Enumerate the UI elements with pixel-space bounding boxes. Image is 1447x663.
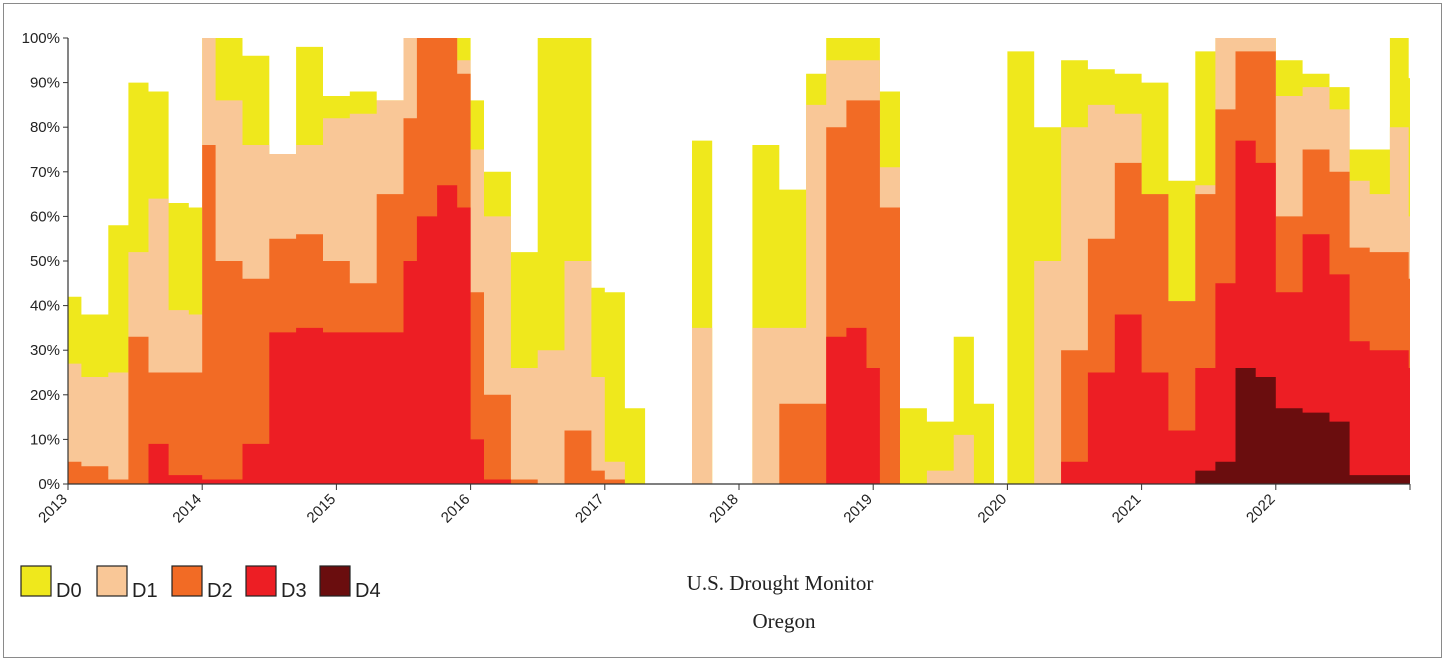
y-tick-label: 60% xyxy=(30,208,60,225)
x-tick-label: 2017 xyxy=(572,491,608,527)
legend-item-d1: D1 xyxy=(96,565,158,602)
y-tick-label: 0% xyxy=(38,476,60,493)
x-tick-label: 2013 xyxy=(35,491,71,527)
legend-item-d0: D0 xyxy=(20,565,82,602)
legend-item-d2: D2 xyxy=(171,565,233,602)
legend-item-d4: D4 xyxy=(319,565,381,602)
legend: D0 D1 D2 D3 D4 xyxy=(20,565,381,602)
x-tick-label: 2019 xyxy=(840,491,876,527)
y-tick-label: 10% xyxy=(30,431,60,448)
y-tick-label: 100% xyxy=(22,30,60,47)
x-tick-label: 2016 xyxy=(438,491,474,527)
chart-title: U.S. Drought Monitor xyxy=(687,571,874,595)
x-tick-label: 2020 xyxy=(975,491,1011,527)
y-tick-label: 40% xyxy=(30,298,60,315)
area-d4 xyxy=(68,368,1410,484)
legend-swatch xyxy=(20,565,52,597)
x-tick-label: 2018 xyxy=(706,491,742,527)
legend-label: D2 xyxy=(207,580,233,602)
area-d3 xyxy=(68,140,1410,484)
legend-label: D4 xyxy=(355,580,381,602)
legend-swatch xyxy=(171,565,203,597)
y-tick-label: 30% xyxy=(30,342,60,359)
legend-swatch xyxy=(245,565,277,597)
y-tick-label: 50% xyxy=(30,253,60,270)
area-series-group xyxy=(68,38,1410,484)
x-tick-label: 2022 xyxy=(1243,491,1279,527)
y-tick-label: 90% xyxy=(30,75,60,92)
legend-item-d3: D3 xyxy=(245,565,307,602)
x-tick-label: 2014 xyxy=(169,491,205,527)
legend-swatch xyxy=(319,565,351,597)
legend-label: D0 xyxy=(56,580,82,602)
x-tick-label: 2021 xyxy=(1109,491,1145,527)
y-tick-label: 20% xyxy=(30,387,60,404)
legend-label: D1 xyxy=(132,580,158,602)
y-tick-label: 70% xyxy=(30,164,60,181)
y-tick-label: 80% xyxy=(30,119,60,136)
legend-swatch xyxy=(96,565,128,597)
legend-label: D3 xyxy=(281,580,307,602)
x-tick-label: 2015 xyxy=(304,491,340,527)
chart-subtitle: Oregon xyxy=(753,609,816,633)
